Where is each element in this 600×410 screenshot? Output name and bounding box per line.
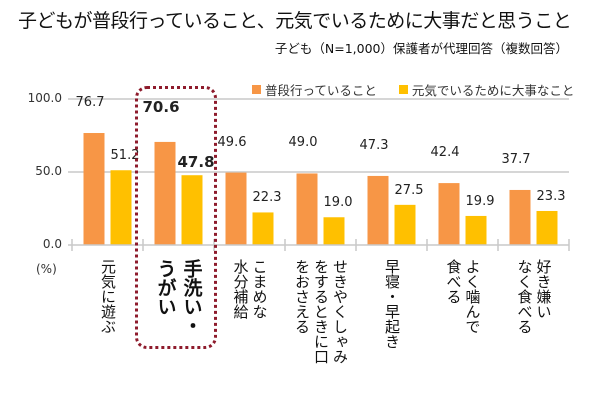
bar-important — [323, 217, 345, 245]
x-tick-label: 好き嫌い なく食べる — [515, 259, 553, 334]
legend-label-important: 元気でいるために大事なこと — [411, 83, 575, 98]
x-tick-label: 手洗い・ うがい — [154, 259, 203, 335]
y-tick-label: 50.0 — [35, 164, 62, 178]
legend-swatch-important — [398, 85, 408, 94]
y-tick-label: 0.0 — [42, 237, 62, 251]
data-label-important: 23.3 — [536, 188, 566, 204]
highlight-box — [135, 86, 217, 349]
y-axis-unit: (%) — [36, 262, 57, 276]
x-tick-label: 早寝・早起き — [383, 259, 401, 349]
bar-important — [465, 215, 487, 245]
data-label-daily: 70.6 — [142, 97, 180, 116]
x-tick-label: こまめな 水分補給 — [231, 259, 269, 319]
bar-important — [536, 210, 558, 245]
data-label-important: 19.9 — [465, 193, 495, 209]
x-tick-label: よく噛んで 食べる — [444, 259, 482, 334]
legend: 普段行っていること 元気でいるために大事なこと — [252, 80, 574, 99]
x-tick-label: 元気に遊ぶ — [99, 259, 117, 334]
data-label-important: 47.8 — [177, 153, 215, 172]
data-label-daily: 47.3 — [359, 137, 389, 153]
chart-subtitle: 子ども（N=1,000）保護者が代理回答（複数回答） — [274, 41, 568, 56]
bar-daily — [154, 141, 176, 245]
bar-daily — [296, 173, 318, 245]
chart-title: 子どもが普段行っていること、元気でいるために大事だと思うこと — [18, 10, 572, 32]
bar-daily — [225, 172, 247, 245]
bar-daily — [438, 183, 460, 245]
bar-important — [252, 212, 274, 245]
bar-daily — [83, 133, 105, 245]
data-label-daily: 49.6 — [217, 134, 247, 150]
y-tick-label: 100.0 — [27, 91, 62, 105]
data-label-important: 22.3 — [252, 190, 282, 206]
data-label-important: 51.2 — [110, 148, 140, 164]
data-label-daily: 37.7 — [501, 151, 531, 167]
data-label-important: 27.5 — [394, 182, 424, 198]
data-label-important: 19.0 — [323, 195, 353, 211]
bar-important — [394, 204, 416, 245]
x-tick-label: せきやくしゃみ をするときに口 をおさえる — [293, 259, 349, 364]
legend-item-important: 元気でいるために大事なこと — [398, 80, 575, 99]
data-label-daily: 49.0 — [288, 135, 318, 151]
legend-label-daily: 普段行っていること — [265, 83, 377, 98]
data-label-daily: 42.4 — [430, 145, 460, 161]
bar-daily — [367, 175, 389, 245]
data-label-daily: 76.7 — [75, 95, 105, 111]
legend-item-daily: 普段行っていること — [252, 80, 377, 99]
legend-swatch-daily — [252, 85, 261, 94]
bar-important — [181, 175, 203, 245]
bar-important — [110, 170, 132, 245]
bar-daily — [509, 189, 531, 245]
